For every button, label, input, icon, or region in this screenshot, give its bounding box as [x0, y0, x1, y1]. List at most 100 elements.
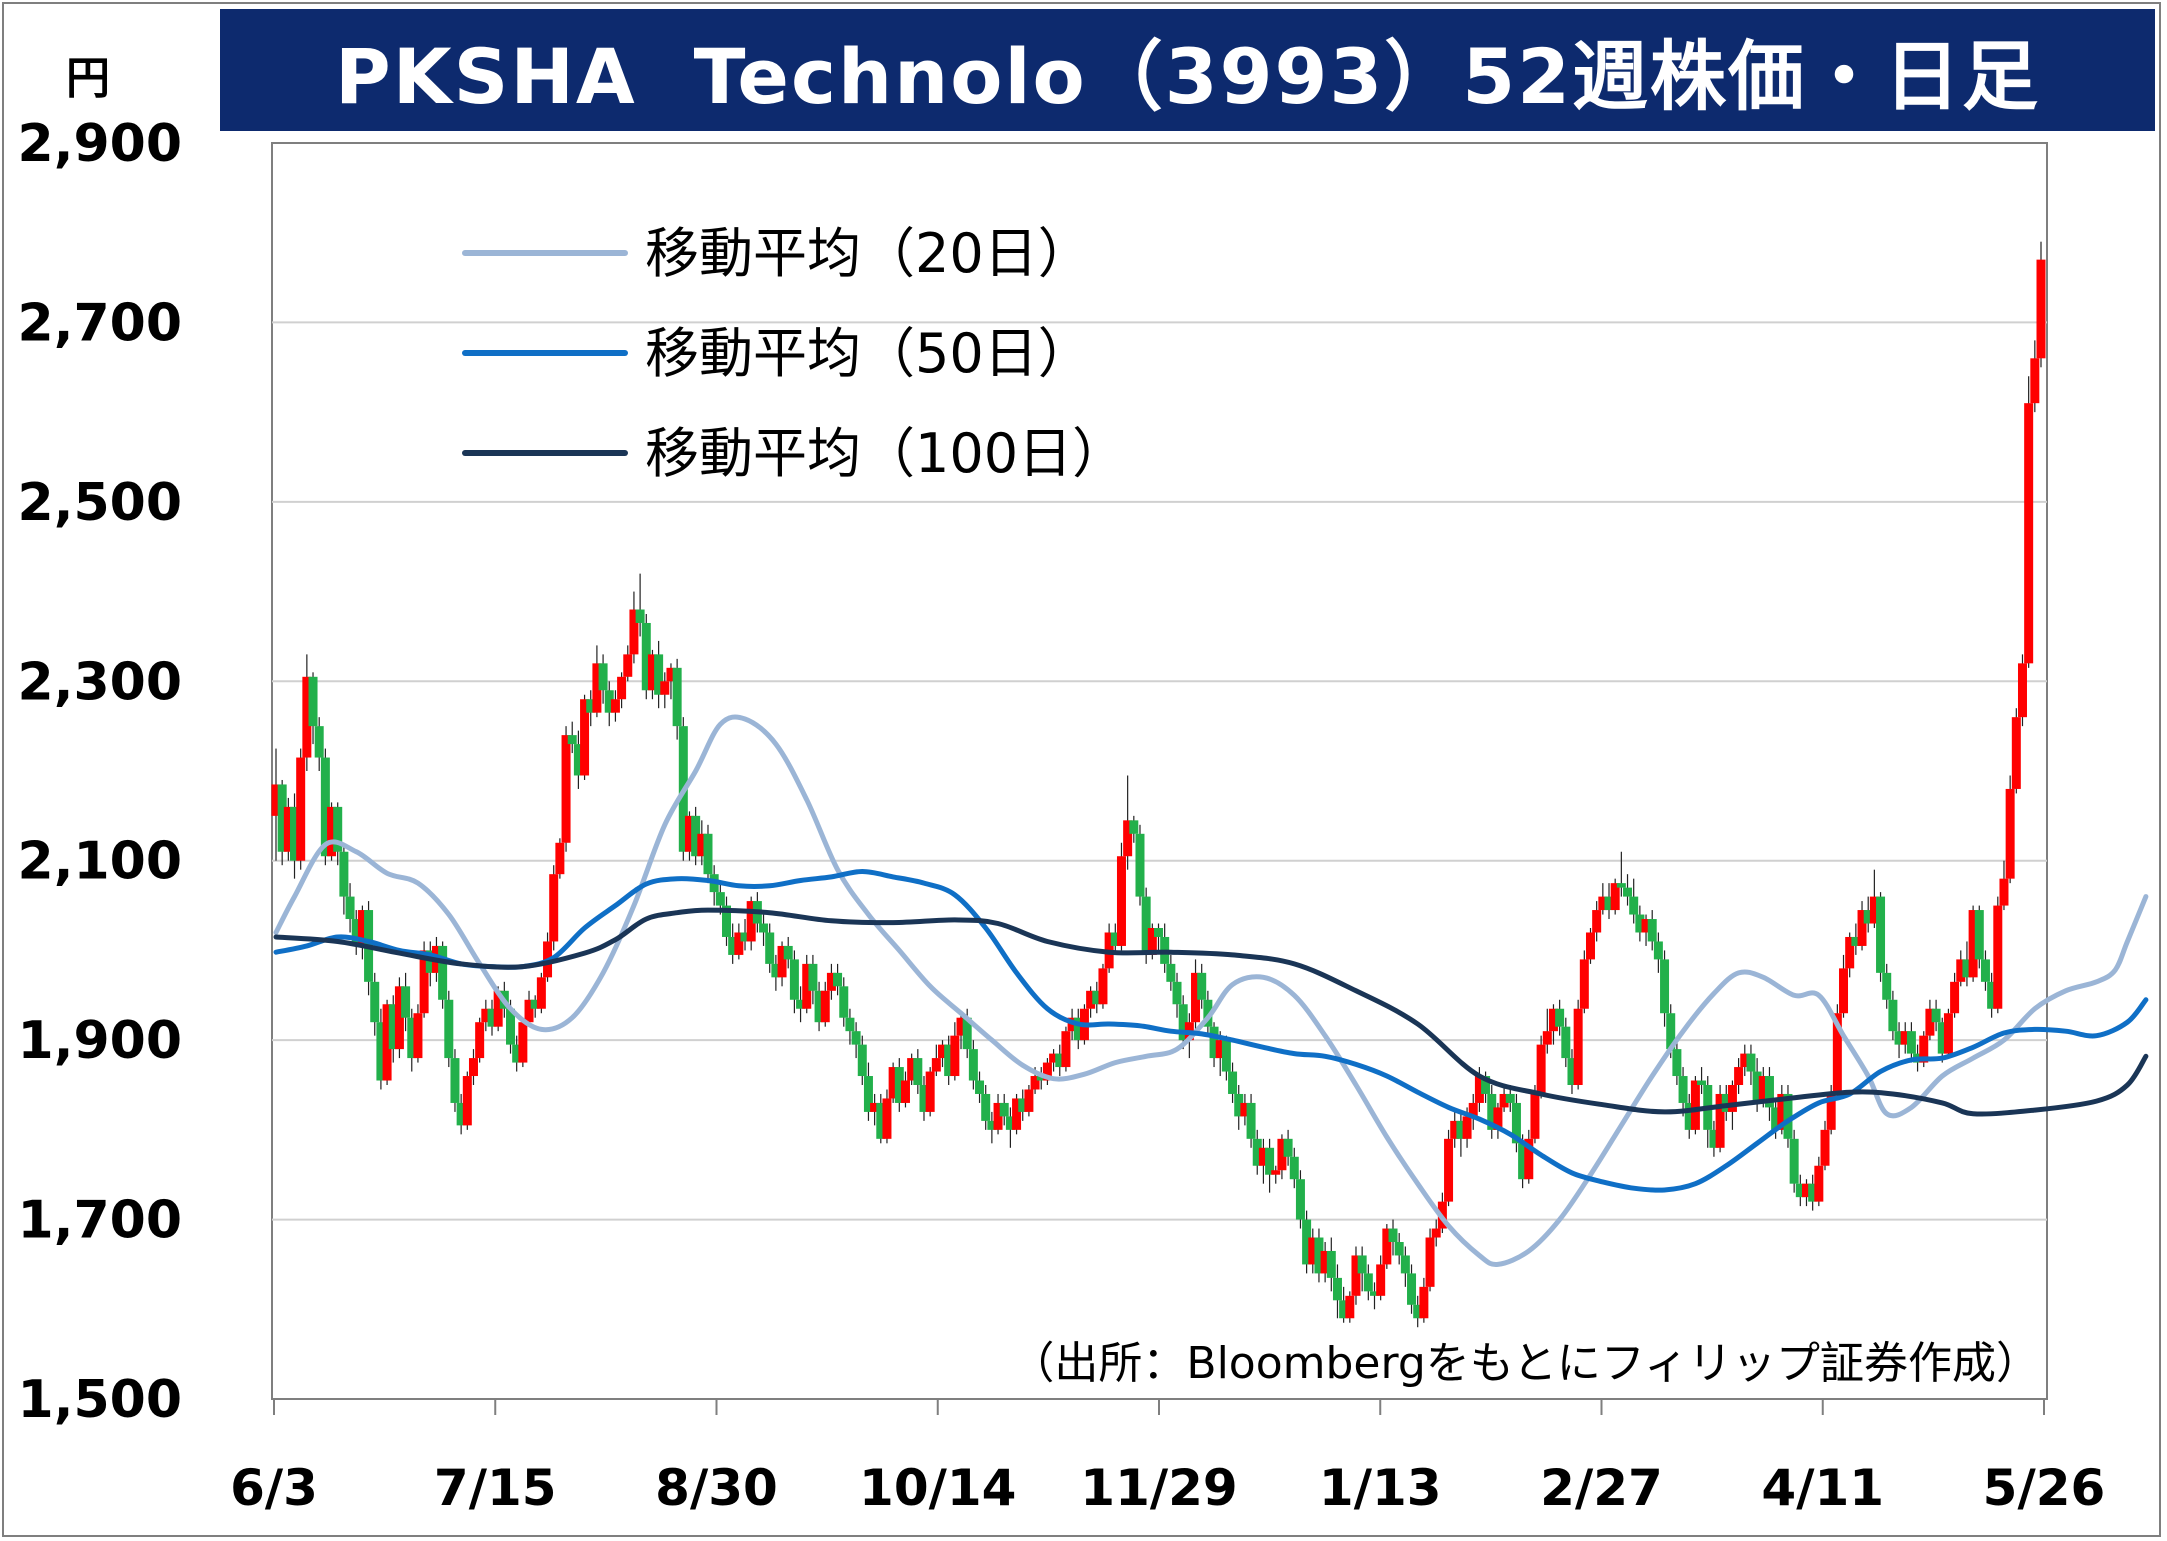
candle-down [1752, 1071, 1762, 1103]
candle-down [290, 806, 300, 861]
candle-down [1129, 820, 1139, 834]
candle-up [660, 681, 670, 695]
candle-up [826, 972, 836, 991]
candle-down [857, 1044, 867, 1077]
y-tick-label: 2,300 [18, 652, 182, 712]
candle-up [1548, 1008, 1558, 1032]
candle-up [1839, 968, 1849, 1014]
candle-up [907, 1058, 917, 1081]
candle-up [684, 815, 694, 852]
candle-up [1345, 1295, 1355, 1319]
candle-up [1585, 932, 1595, 960]
candle-up [1042, 1062, 1052, 1081]
candle-down [1666, 1013, 1676, 1050]
x-tick-label: 5/26 [1983, 1459, 2106, 1517]
candle-up [1450, 1120, 1460, 1139]
candle-down [388, 1004, 398, 1050]
candle-down [277, 784, 287, 852]
candle-up [1925, 1008, 1935, 1036]
candle-down [1555, 1008, 1565, 1027]
candle-down [1357, 1255, 1367, 1274]
moving-averages [273, 714, 2149, 1268]
candle-up [462, 1076, 472, 1126]
candle-up [2017, 663, 2027, 718]
candle-up [1474, 1076, 1484, 1103]
ma-line-ma100 [273, 907, 2149, 1117]
candle-up [617, 676, 627, 700]
candle-down [1400, 1255, 1410, 1274]
candle-down [1505, 1093, 1515, 1103]
candle-up [2005, 788, 2015, 879]
candle-up [1376, 1264, 1386, 1296]
candle-up [1530, 1093, 1540, 1139]
candle-down [863, 1076, 873, 1112]
x-tick-label: 2/27 [1540, 1459, 1663, 1517]
candle-up [870, 1102, 880, 1112]
candle-down [1616, 883, 1626, 888]
candle-down [506, 1008, 516, 1045]
candle-up [666, 667, 676, 682]
candle-up [1425, 1237, 1435, 1287]
candle-up [734, 932, 744, 955]
candle-down [407, 1017, 417, 1059]
candle-up [888, 1067, 898, 1099]
candle-down [765, 932, 775, 964]
candle-down [1795, 1183, 1805, 1198]
candle-down [1561, 1026, 1571, 1059]
candle-up [1098, 968, 1108, 1005]
candle-down [1018, 1098, 1028, 1112]
candle-down [1221, 1040, 1231, 1072]
candle-up [413, 1013, 423, 1059]
candle-down [1154, 928, 1163, 937]
candle-up [1758, 1076, 1768, 1103]
candle-up [1012, 1098, 1022, 1130]
candle-down [1937, 1022, 1947, 1054]
candle-up [610, 699, 620, 713]
candle-up [2011, 717, 2021, 789]
candle-up [1271, 1170, 1281, 1175]
candle-down [635, 609, 645, 623]
x-tick-label: 11/29 [1080, 1459, 1237, 1517]
candle-up [549, 874, 559, 942]
candle-up [1320, 1250, 1330, 1274]
x-tick-label: 8/30 [655, 1459, 778, 1517]
candle-down [1721, 1093, 1731, 1112]
candle-down [1987, 981, 1997, 1009]
candle-down [567, 735, 577, 745]
candle-up [950, 1035, 960, 1077]
y-tick-label: 1,500 [18, 1370, 182, 1430]
candle-down [1252, 1138, 1262, 1166]
candle-down [1456, 1120, 1466, 1139]
candle-down [654, 654, 664, 695]
candle-up [1462, 1116, 1472, 1139]
y-tick-label: 2,100 [18, 832, 182, 892]
candle-down [1036, 1076, 1046, 1081]
candle-down [851, 1031, 861, 1045]
candle-down [759, 923, 769, 933]
candle-down [1771, 1107, 1781, 1130]
candle-up [820, 990, 830, 1023]
candle-down [1394, 1242, 1404, 1256]
candle-down [789, 959, 799, 1000]
candle-down [1623, 887, 1633, 897]
plot-area [271, 142, 2048, 1400]
candle-down [796, 999, 806, 1009]
candle-down [1863, 910, 1873, 924]
candle-down [1962, 959, 1972, 978]
candle-down [1876, 896, 1886, 973]
candle-down [1363, 1273, 1373, 1292]
candle-up [1832, 1013, 1842, 1094]
candle-down [987, 1120, 997, 1130]
candle-down [1197, 972, 1207, 1000]
candle-down [320, 757, 330, 857]
candle-down [981, 1093, 991, 1121]
candle-down [740, 932, 750, 942]
candle-up [1024, 1089, 1034, 1112]
candle-up [1030, 1076, 1040, 1090]
y-tick-label: 2,700 [18, 293, 182, 353]
candle-down [968, 1049, 978, 1081]
candle-up [1740, 1053, 1750, 1068]
x-tick-label: 10/14 [859, 1459, 1016, 1517]
candle-up [493, 990, 503, 1027]
candle-up [1598, 896, 1608, 911]
